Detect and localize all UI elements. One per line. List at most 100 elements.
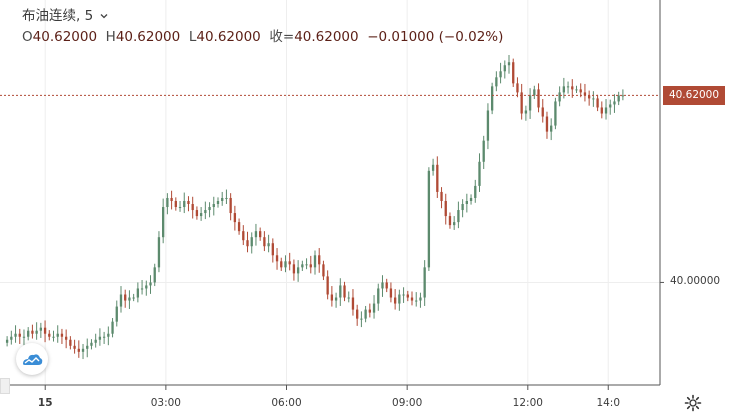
candle bbox=[541, 99, 544, 123]
candle bbox=[575, 85, 578, 93]
candle bbox=[474, 179, 477, 203]
candle-body bbox=[609, 104, 612, 108]
candle-body bbox=[119, 294, 123, 307]
candle bbox=[600, 101, 603, 119]
candle-body bbox=[27, 330, 30, 337]
candle bbox=[69, 336, 72, 350]
candle bbox=[372, 295, 376, 319]
candle-body bbox=[356, 309, 359, 319]
candle-body bbox=[212, 204, 215, 208]
ohlc-row: O40.62000 H40.62000 L40.62000 收=40.62000… bbox=[22, 27, 503, 48]
chevron-down-icon[interactable] bbox=[99, 11, 109, 21]
candle bbox=[326, 270, 329, 300]
candle bbox=[554, 97, 557, 130]
candle bbox=[48, 330, 51, 341]
candle bbox=[233, 205, 237, 231]
candle-body bbox=[402, 294, 405, 296]
candle bbox=[115, 300, 118, 327]
candle-body bbox=[587, 95, 591, 99]
candle-body bbox=[617, 95, 620, 102]
candle-body bbox=[288, 261, 291, 265]
gear-icon[interactable] bbox=[684, 394, 702, 412]
candle-body bbox=[495, 77, 498, 87]
change-pct-value: (−0.02%) bbox=[438, 29, 504, 45]
candle-body bbox=[528, 95, 532, 111]
candle bbox=[592, 91, 595, 107]
candle bbox=[229, 193, 232, 221]
candle bbox=[73, 339, 76, 354]
candle bbox=[566, 81, 570, 94]
candle-body bbox=[347, 297, 350, 299]
candle-body bbox=[166, 197, 169, 208]
candle-body bbox=[73, 345, 76, 349]
candle-body bbox=[178, 207, 182, 209]
candle bbox=[415, 292, 418, 307]
candle-body bbox=[419, 297, 422, 301]
candle bbox=[339, 278, 342, 306]
candle bbox=[617, 91, 620, 106]
candle bbox=[583, 83, 587, 102]
candle-body bbox=[64, 336, 68, 340]
candle-body bbox=[81, 348, 85, 352]
symbol-row[interactable]: 布油连续, 5 bbox=[22, 6, 503, 27]
chart-legend: 布油连续, 5 O40.62000 H40.62000 L40.62000 收=… bbox=[22, 6, 503, 48]
candle-body bbox=[225, 197, 228, 199]
candle bbox=[520, 83, 523, 120]
x-tick-label: 09:00 bbox=[392, 397, 423, 409]
candle bbox=[31, 324, 34, 339]
left-edge-tab[interactable] bbox=[0, 378, 10, 394]
candle bbox=[271, 238, 274, 263]
candle-body bbox=[318, 255, 321, 265]
candle-body bbox=[48, 333, 51, 337]
candle-body bbox=[427, 170, 431, 268]
candle bbox=[5, 336, 9, 347]
candle bbox=[128, 290, 131, 309]
candle-body bbox=[461, 204, 464, 211]
candle-body bbox=[596, 98, 599, 108]
candle-body bbox=[292, 264, 296, 274]
candle bbox=[94, 333, 97, 348]
candle bbox=[431, 158, 435, 176]
symbol-name[interactable]: 布油连续 bbox=[22, 8, 76, 24]
candle-body bbox=[208, 207, 211, 211]
x-tick-label: 03:00 bbox=[150, 397, 181, 409]
candle bbox=[242, 225, 245, 246]
candle bbox=[296, 260, 300, 282]
low-value: 40.62000 bbox=[196, 29, 261, 45]
candle-body bbox=[107, 333, 110, 337]
candle-body bbox=[351, 297, 355, 310]
candle bbox=[157, 231, 161, 273]
candle bbox=[259, 227, 262, 241]
candle-body bbox=[170, 197, 173, 201]
candle-body bbox=[541, 107, 544, 117]
logo-graphic bbox=[23, 354, 43, 365]
candle-body bbox=[31, 330, 34, 334]
candle-body bbox=[558, 92, 561, 102]
candle bbox=[461, 199, 464, 218]
candle bbox=[102, 331, 106, 344]
candle-body bbox=[368, 309, 371, 313]
candle bbox=[334, 292, 338, 308]
candle-body bbox=[52, 336, 55, 338]
candle bbox=[406, 290, 409, 302]
candle-body bbox=[457, 210, 460, 223]
candle bbox=[486, 103, 490, 150]
candle bbox=[292, 259, 296, 281]
candle bbox=[587, 90, 591, 106]
candle-body bbox=[153, 267, 156, 283]
interval-value[interactable]: 5 bbox=[84, 8, 94, 24]
candle-body bbox=[389, 288, 393, 298]
tradingview-cloud-logo-icon[interactable] bbox=[16, 343, 48, 375]
candle bbox=[453, 216, 456, 230]
candle-body bbox=[343, 285, 346, 298]
candle-body bbox=[69, 339, 72, 346]
candle bbox=[343, 281, 346, 302]
candle-body bbox=[579, 89, 582, 93]
candle bbox=[225, 189, 228, 205]
candle-body bbox=[575, 89, 578, 91]
candle bbox=[368, 303, 371, 318]
x-tick-label: 14:0 bbox=[596, 397, 621, 409]
candle-body bbox=[14, 333, 17, 337]
candle-body bbox=[364, 309, 367, 319]
